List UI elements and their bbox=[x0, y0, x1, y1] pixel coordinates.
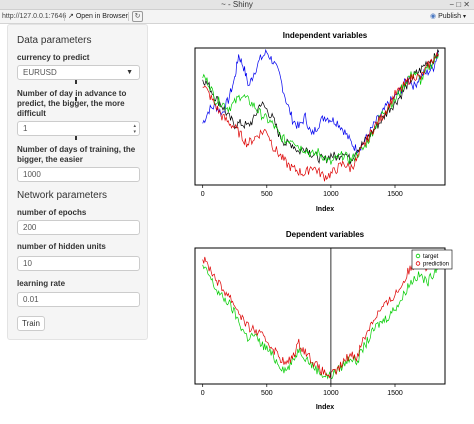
data-parameters-heading: Data parameters bbox=[17, 35, 92, 46]
days-training-label: Number of days of training, the bigger, … bbox=[17, 145, 136, 164]
x-axis: 0 500 1000 1500 bbox=[201, 384, 403, 397]
chart-legend: target prediction bbox=[411, 249, 453, 270]
refresh-icon[interactable]: ↻ bbox=[132, 11, 143, 22]
series-line-series-1 bbox=[202, 49, 439, 165]
dependent-variables-chart: Dependent variables 0 500 1000 1500 Index t… bbox=[194, 230, 453, 411]
x-tick-label: 500 bbox=[261, 191, 273, 198]
days-advance-label: Number of day in advance to predict, the… bbox=[17, 89, 127, 118]
x-tick-label: 1000 bbox=[323, 390, 339, 397]
x-axis-label: Index bbox=[316, 404, 334, 411]
days-advance-value: 1 bbox=[23, 124, 28, 133]
epochs-label: number of epochs bbox=[17, 208, 87, 217]
x-tick-label: 1500 bbox=[387, 191, 403, 198]
sidebar-panel: Data parameters currency to predict EURU… bbox=[7, 24, 148, 340]
learning-rate-label: learning rate bbox=[17, 279, 66, 288]
plot-frame bbox=[194, 247, 446, 385]
url-text: http://127.0.0.1:7646 bbox=[2, 13, 67, 20]
slider-tick bbox=[75, 80, 77, 84]
legend-marker-target bbox=[415, 253, 421, 259]
independent-variables-chart: Independent variables 0 500 1000 1500 Index bbox=[194, 31, 446, 213]
x-tick-label: 0 bbox=[201, 191, 205, 198]
x-tick-label: 1500 bbox=[387, 390, 403, 397]
x-axis: 0 500 1000 1500 bbox=[201, 185, 403, 198]
currency-select[interactable]: EURUSD ▼ bbox=[17, 65, 140, 80]
days-training-value: 1000 bbox=[23, 170, 41, 179]
learning-rate-value: 0.01 bbox=[23, 295, 39, 304]
days-training-input[interactable]: 1000 bbox=[17, 167, 140, 182]
hidden-units-value: 10 bbox=[23, 259, 32, 268]
chart-title: Independent variables bbox=[283, 31, 368, 40]
chevron-down-icon: ▼ bbox=[126, 69, 133, 76]
train-button[interactable]: Train bbox=[17, 316, 45, 331]
epochs-value: 200 bbox=[23, 223, 37, 232]
epochs-input[interactable]: 200 bbox=[17, 220, 140, 235]
series-line-prediction bbox=[202, 252, 439, 379]
window-controls[interactable]: − □ ✕ bbox=[449, 0, 470, 9]
x-tick-label: 0 bbox=[201, 390, 205, 397]
learning-rate-input[interactable]: 0.01 bbox=[17, 292, 140, 307]
legend-box bbox=[411, 249, 453, 270]
series-line-series-0 bbox=[202, 48, 439, 155]
hidden-units-label: number of hidden units bbox=[17, 242, 106, 251]
days-advance-input[interactable]: 1 ▴ ▾ bbox=[17, 121, 140, 136]
slider-tick bbox=[75, 136, 77, 140]
series-line-series-2 bbox=[202, 53, 439, 166]
legend-label-prediction: prediction bbox=[423, 262, 449, 268]
open-in-browser-icon: ↗ bbox=[68, 13, 74, 20]
chart-title: Dependent variables bbox=[286, 230, 365, 239]
currency-select-value: EURUSD bbox=[23, 68, 57, 77]
window-titlebar: ~ - Shiny − □ ✕ bbox=[0, 0, 474, 10]
toolbar-divider bbox=[64, 12, 65, 21]
network-parameters-heading: Network parameters bbox=[17, 190, 108, 201]
chevron-down-icon: ▾ bbox=[462, 14, 466, 20]
series-group bbox=[202, 248, 439, 384]
number-spinner[interactable]: ▴ ▾ bbox=[133, 123, 136, 135]
legend-label-target: target bbox=[423, 254, 439, 260]
hidden-units-input[interactable]: 10 bbox=[17, 256, 140, 271]
publish-label: Publish bbox=[438, 13, 462, 20]
publish-icon: ◉ bbox=[430, 13, 437, 20]
x-tick-label: 1000 bbox=[323, 191, 339, 198]
open-in-browser-label: Open in Browser bbox=[75, 13, 128, 20]
legend-marker-prediction bbox=[415, 261, 421, 266]
window-title: ~ - Shiny bbox=[221, 0, 253, 9]
toolbar-divider bbox=[128, 12, 129, 21]
x-tick-label: 500 bbox=[261, 390, 273, 397]
series-line-series-3 bbox=[202, 52, 439, 182]
currency-label: currency to predict bbox=[17, 53, 90, 62]
plot-frame bbox=[194, 47, 446, 186]
slider-tick bbox=[75, 97, 77, 101]
publish-button[interactable]: ◉ Publish ▾ bbox=[430, 10, 466, 24]
series-group bbox=[202, 48, 439, 182]
open-in-browser-button[interactable]: ↗ Open in Browser bbox=[68, 10, 128, 23]
x-axis-label: Index bbox=[316, 206, 334, 213]
viewer-toolbar: http://127.0.0.1:7646 ↗ Open in Browser … bbox=[0, 10, 474, 24]
